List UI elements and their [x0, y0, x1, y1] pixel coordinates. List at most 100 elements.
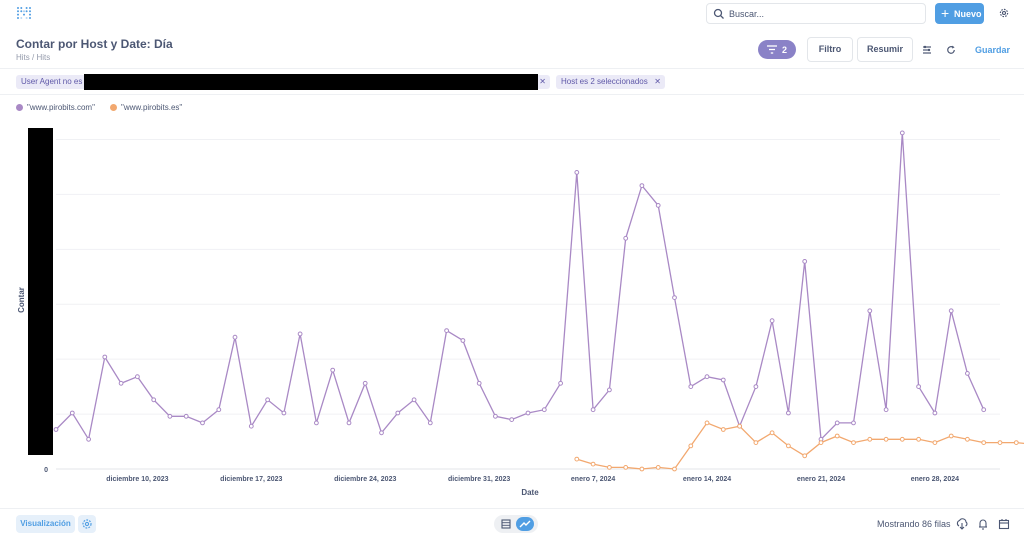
data-point[interactable] [720, 377, 726, 383]
data-point[interactable] [965, 436, 970, 442]
visualization-settings-button[interactable] [78, 515, 96, 533]
data-point[interactable] [753, 440, 759, 446]
data-point[interactable] [753, 384, 759, 390]
legend-item-pirobits-es[interactable]: "www.pirobits.es" [110, 103, 182, 112]
data-point[interactable] [232, 334, 238, 340]
data-point[interactable] [330, 367, 336, 373]
data-point[interactable] [802, 453, 808, 459]
data-point[interactable] [541, 407, 547, 413]
data-point[interactable] [639, 183, 645, 188]
download-icon[interactable] [956, 518, 968, 530]
data-point[interactable] [460, 338, 466, 343]
data-point[interactable] [867, 308, 873, 314]
data-point[interactable] [769, 430, 775, 436]
filter-button[interactable]: Filtro [807, 37, 853, 62]
data-point[interactable] [590, 461, 596, 467]
data-point[interactable] [981, 440, 987, 446]
data-point[interactable] [427, 420, 433, 426]
data-point[interactable] [135, 374, 140, 380]
data-point[interactable] [688, 384, 694, 390]
data-point[interactable] [265, 397, 271, 403]
data-point[interactable] [493, 413, 498, 419]
data-point[interactable] [997, 440, 1003, 446]
close-icon[interactable]: ✕ [654, 77, 661, 86]
data-point[interactable] [655, 465, 661, 470]
data-point[interactable] [737, 423, 742, 429]
data-point[interactable] [867, 436, 873, 442]
data-point[interactable] [981, 407, 987, 413]
data-point[interactable] [899, 436, 905, 442]
data-point[interactable] [655, 203, 661, 208]
data-point[interactable] [346, 420, 352, 426]
calendar-icon[interactable] [998, 518, 1010, 530]
data-point[interactable] [69, 410, 75, 416]
data-point[interactable] [395, 410, 401, 416]
data-point[interactable] [883, 436, 889, 442]
data-point[interactable] [899, 130, 905, 136]
data-point[interactable] [200, 420, 205, 426]
data-point[interactable] [916, 384, 921, 390]
legend-item-pirobits-com[interactable]: "www.pirobits.com" [16, 103, 95, 112]
data-point[interactable] [623, 465, 629, 470]
data-point[interactable] [509, 417, 515, 423]
filter-chip-host[interactable]: Host es 2 seleccionados ✕ [556, 75, 665, 89]
data-point[interactable] [362, 380, 368, 386]
data-point[interactable] [851, 420, 856, 426]
data-point[interactable] [118, 380, 124, 386]
data-point[interactable] [786, 410, 791, 416]
data-point[interactable] [590, 407, 596, 413]
data-point[interactable] [818, 440, 824, 446]
data-point[interactable] [720, 427, 726, 432]
data-point[interactable] [151, 397, 157, 403]
data-point[interactable] [574, 170, 580, 175]
data-point[interactable] [379, 430, 384, 436]
data-point[interactable] [607, 465, 612, 470]
data-point[interactable] [476, 380, 482, 386]
data-point[interactable] [948, 308, 954, 314]
data-point[interactable] [932, 440, 938, 446]
data-point[interactable] [834, 433, 840, 439]
data-point[interactable] [167, 413, 173, 419]
data-point[interactable] [965, 371, 970, 376]
data-point[interactable] [297, 331, 303, 337]
data-point[interactable] [672, 295, 677, 301]
refresh-icon[interactable] [946, 45, 956, 55]
filter-count-pill[interactable]: 2 [758, 40, 796, 59]
close-icon[interactable]: ✕ [539, 77, 546, 86]
new-button[interactable]: + Nuevo [935, 3, 984, 24]
data-point[interactable] [639, 466, 645, 472]
data-point[interactable] [834, 420, 840, 426]
data-point[interactable] [883, 407, 889, 413]
visualization-button[interactable]: Visualización [16, 515, 75, 533]
data-point[interactable] [607, 387, 612, 393]
data-point[interactable] [525, 410, 531, 416]
notebook-icon[interactable] [922, 45, 932, 55]
data-point[interactable] [851, 440, 856, 446]
data-point[interactable] [672, 466, 677, 472]
data-point[interactable] [688, 443, 694, 449]
data-point[interactable] [932, 410, 938, 416]
data-point[interactable] [558, 380, 563, 386]
line-chart-toggle[interactable] [516, 517, 534, 531]
data-point[interactable] [281, 410, 287, 416]
data-point[interactable] [704, 374, 710, 380]
data-point[interactable] [314, 420, 319, 426]
search-box[interactable]: Buscar... [706, 3, 926, 24]
data-point[interactable] [411, 397, 417, 403]
data-point[interactable] [802, 259, 808, 264]
data-point[interactable] [1013, 440, 1019, 446]
data-point[interactable] [216, 407, 222, 413]
data-point[interactable] [704, 420, 710, 426]
bell-icon[interactable] [977, 518, 989, 530]
summarize-button[interactable]: Resumir [857, 37, 913, 62]
data-point[interactable] [574, 456, 580, 462]
data-point[interactable] [53, 427, 59, 432]
save-button[interactable]: Guardar [975, 45, 1011, 55]
table-icon[interactable] [498, 517, 514, 531]
data-point[interactable] [769, 318, 775, 324]
data-point[interactable] [183, 413, 189, 419]
data-point[interactable] [623, 235, 629, 241]
data-point[interactable] [248, 423, 254, 429]
breadcrumb[interactable]: Hits / Hits [16, 53, 51, 62]
data-point[interactable] [102, 354, 108, 360]
